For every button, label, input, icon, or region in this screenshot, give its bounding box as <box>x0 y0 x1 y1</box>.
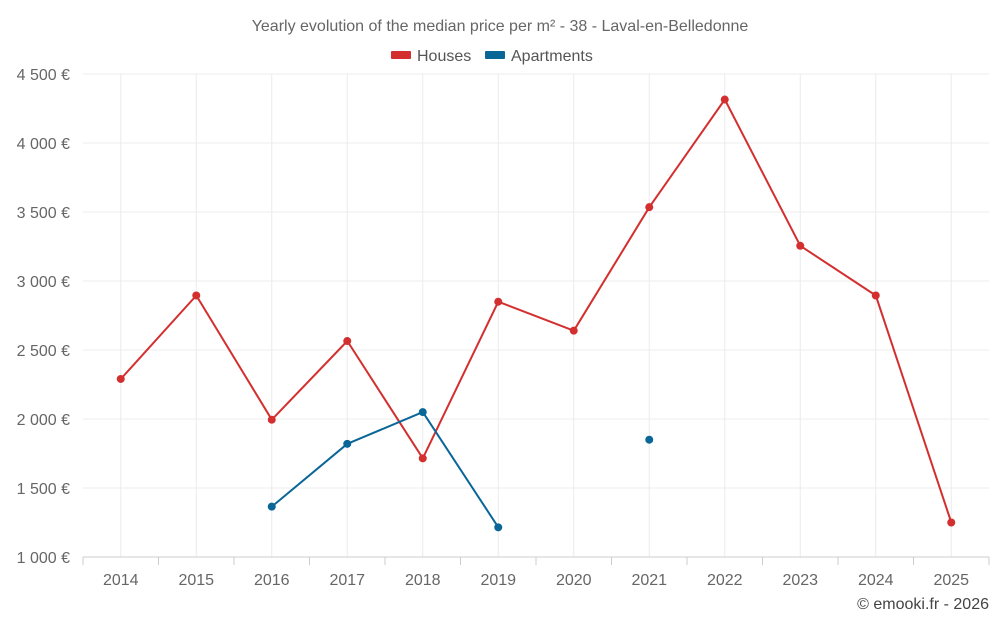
x-tick-label: 2022 <box>707 572 743 589</box>
series-houses <box>116 95 956 527</box>
x-tick-label: 2020 <box>556 572 592 589</box>
y-tick-label: 3 500 € <box>17 205 70 222</box>
legend-swatch-houses[interactable] <box>391 51 411 59</box>
x-axis: 2014 2015 2016 2017 2018 2019 2020 2021 2022 2023… <box>82 556 990 589</box>
chart-title: Yearly evolution of the median price per… <box>252 18 749 35</box>
series-line-apartments <box>271 411 500 528</box>
x-tick-label: 2019 <box>480 572 516 589</box>
data-point-houses[interactable] <box>192 291 201 300</box>
series-apartments <box>267 408 654 532</box>
legend-label-apartments[interactable]: Apartments <box>511 48 593 65</box>
y-tick-label: 3 000 € <box>17 274 70 291</box>
data-point-houses[interactable] <box>418 454 427 463</box>
x-tick-label: 2015 <box>178 572 214 589</box>
data-point-houses[interactable] <box>645 203 654 212</box>
y-tick-label: 4 500 € <box>17 67 70 84</box>
data-point-apartments[interactable] <box>494 523 503 532</box>
data-point-houses[interactable] <box>871 291 880 300</box>
x-tick-label: 2014 <box>103 572 139 589</box>
data-point-apartments[interactable] <box>645 435 654 444</box>
data-point-apartments[interactable] <box>343 439 352 448</box>
y-tick-label: 1 500 € <box>17 481 70 498</box>
y-tick-label: 4 000 € <box>17 136 70 153</box>
y-tick-label: 2 500 € <box>17 343 70 360</box>
data-point-houses[interactable] <box>116 374 125 383</box>
data-point-houses[interactable] <box>720 95 729 104</box>
data-point-apartments[interactable] <box>418 408 427 417</box>
y-tick-label: 1 000 € <box>17 550 70 567</box>
x-tick-label: 2025 <box>933 572 969 589</box>
data-point-houses[interactable] <box>494 297 503 306</box>
x-tick-label: 2023 <box>782 572 818 589</box>
legend-label-houses[interactable]: Houses <box>417 48 471 65</box>
x-tick-label: 2016 <box>254 572 290 589</box>
data-point-houses[interactable] <box>796 241 805 250</box>
series-line-houses <box>120 98 953 523</box>
series <box>116 95 956 532</box>
y-axis: 1 000 € 1 500 € 2 000 € 2 500 € 3 000 € 3 500… <box>17 67 70 567</box>
y-tick-label: 2 000 € <box>17 412 70 429</box>
legend[interactable]: Houses Apartments <box>391 48 593 65</box>
x-tick-label: 2018 <box>405 572 441 589</box>
data-point-houses[interactable] <box>343 337 352 346</box>
data-point-houses[interactable] <box>569 326 578 335</box>
data-point-houses[interactable] <box>947 518 956 527</box>
x-tick-label: 2024 <box>858 572 894 589</box>
grid <box>83 73 989 557</box>
data-point-houses[interactable] <box>267 415 276 424</box>
legend-swatch-apartments[interactable] <box>485 51 505 59</box>
x-tick-label: 2021 <box>631 572 667 589</box>
x-tick-label: 2017 <box>329 572 365 589</box>
data-point-apartments[interactable] <box>267 502 276 511</box>
credit-text: © emooki.fr - 2026 <box>857 596 989 613</box>
